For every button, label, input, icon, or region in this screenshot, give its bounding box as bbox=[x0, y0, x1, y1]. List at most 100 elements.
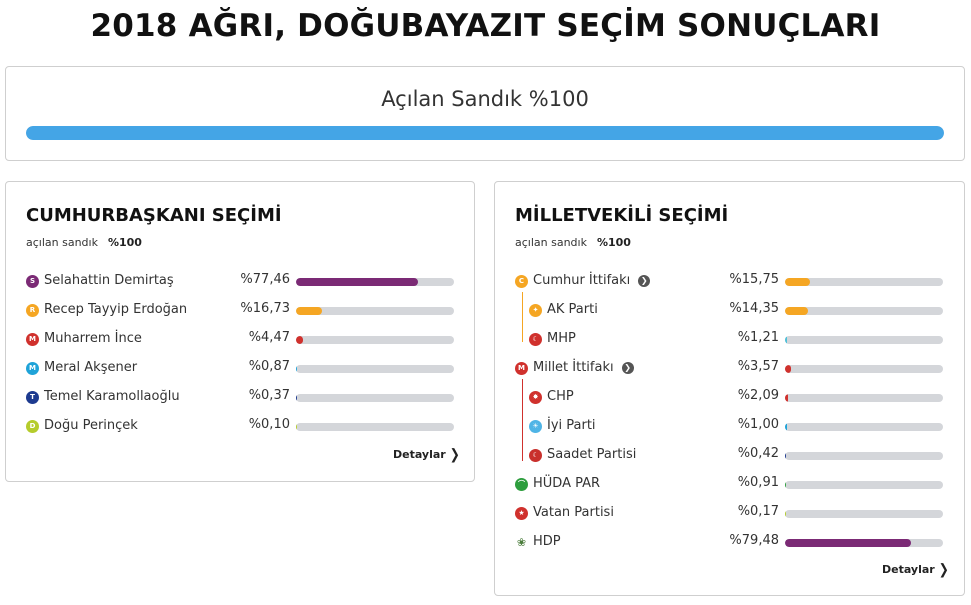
mhp-icon: ☾ bbox=[529, 333, 542, 346]
party-label: HDP bbox=[533, 534, 561, 549]
parliamentary-details-link[interactable]: Detaylar ❯ bbox=[882, 560, 949, 578]
party-vote-bar bbox=[785, 481, 943, 489]
candidate-percentage: %0,10 bbox=[248, 417, 290, 432]
opened-ballot-value: %100 bbox=[596, 236, 631, 249]
party-vote-bar bbox=[785, 365, 943, 373]
party-name: HDP bbox=[533, 534, 561, 549]
party-name: İyi Parti bbox=[547, 418, 596, 433]
candidate-percentage: %4,47 bbox=[248, 330, 290, 345]
vatan-icon: ★ bbox=[515, 507, 528, 520]
chevron-right-icon: ❯ bbox=[938, 560, 949, 578]
candidate-vote-bar-fill bbox=[296, 423, 297, 431]
candidate-name: Temel Karamollaoğlu bbox=[44, 389, 180, 404]
candidate-name: Doğu Perinçek bbox=[44, 418, 138, 433]
party-label: CHP bbox=[547, 389, 574, 404]
party-name: HÜDA PAR bbox=[533, 476, 601, 491]
party-vote-bar-fill bbox=[785, 452, 786, 460]
alliance-row-cumhur-ittifaki[interactable]: C Cumhur İttifakı ❯ %15,75 bbox=[515, 271, 945, 293]
cumhur-alliance-icon: C bbox=[515, 275, 528, 288]
candidate-percentage: %0,37 bbox=[248, 388, 290, 403]
party-label: HÜDA PAR bbox=[533, 476, 600, 491]
party-name: AK Parti bbox=[547, 302, 598, 317]
party-row-vatan-partisi: ★ Vatan Partisi %0,17 bbox=[515, 503, 945, 525]
candidate-row-selahattin-demirtas: S Selahattin Demirtaş %77,46 bbox=[26, 271, 456, 293]
presidential-opened-ballot: açılan sandık %100 bbox=[26, 236, 142, 249]
candidate-vote-bar-fill bbox=[296, 278, 419, 286]
candidate-badge-icon: M bbox=[26, 333, 39, 346]
candidate-badge-icon: R bbox=[26, 304, 39, 317]
chp-icon: ✸ bbox=[529, 391, 542, 404]
party-percentage: %14,35 bbox=[729, 301, 779, 316]
party-vote-bar-fill bbox=[785, 394, 789, 402]
candidate-row-muharrem-ince: M Muharrem İnce %4,47 bbox=[26, 329, 456, 351]
party-vote-bar-fill bbox=[785, 278, 810, 286]
candidate-name: Meral Akşener bbox=[44, 360, 138, 375]
presidential-title: CUMHURBAŞKANI SEÇİMİ bbox=[26, 205, 282, 226]
party-percentage: %15,75 bbox=[729, 272, 779, 287]
party-vote-bar-fill bbox=[785, 365, 791, 373]
candidate-badge-icon: D bbox=[26, 420, 39, 433]
party-percentage: %1,00 bbox=[737, 417, 779, 432]
candidate-vote-bar bbox=[296, 365, 454, 373]
party-row-iyi-parti: ☀ İyi Parti %1,00 bbox=[515, 416, 945, 438]
presidential-details-link[interactable]: Detaylar ❯ bbox=[393, 445, 460, 463]
candidate-vote-bar-fill bbox=[296, 394, 297, 402]
party-label: Vatan Partisi bbox=[533, 505, 614, 520]
party-row-huda-par: ⌒ HÜDA PAR %0,91 bbox=[515, 474, 945, 496]
expand-chevron-icon[interactable]: ❯ bbox=[638, 275, 651, 287]
party-name: MHP bbox=[547, 331, 576, 346]
party-name: CHP bbox=[547, 389, 574, 404]
party-vote-bar-fill bbox=[785, 307, 808, 315]
alliance-name: Cumhur İttifakı bbox=[533, 273, 631, 288]
details-label[interactable]: Detaylar bbox=[393, 448, 446, 461]
party-vote-bar-fill bbox=[785, 481, 787, 489]
alliance-row-millet-ittifaki[interactable]: M Millet İttifakı ❯ %3,57 bbox=[515, 358, 945, 380]
details-label[interactable]: Detaylar bbox=[882, 563, 935, 576]
party-label: Cumhur İttifakı ❯ bbox=[533, 273, 651, 288]
party-vote-bar bbox=[785, 539, 943, 547]
party-percentage: %79,48 bbox=[729, 533, 779, 548]
opened-ballot-progress bbox=[26, 126, 944, 140]
candidate-badge-icon: T bbox=[26, 391, 39, 404]
party-percentage: %2,09 bbox=[737, 388, 779, 403]
cumhur-alliance-connector bbox=[522, 292, 523, 342]
party-vote-bar bbox=[785, 307, 943, 315]
saadet-icon: ☾ bbox=[529, 449, 542, 462]
candidate-row-dogu-perincek: D Doğu Perinçek %0,10 bbox=[26, 416, 456, 438]
candidate-vote-bar bbox=[296, 278, 454, 286]
candidate-vote-bar bbox=[296, 394, 454, 402]
parliamentary-opened-ballot: açılan sandık %100 bbox=[515, 236, 631, 249]
opened-ballot-value: %100 bbox=[107, 236, 142, 249]
candidate-vote-bar bbox=[296, 336, 454, 344]
candidate-badge-icon: S bbox=[26, 275, 39, 288]
party-label: AK Parti bbox=[547, 302, 598, 317]
party-row-saadet-partisi: ☾ Saadet Partisi %0,42 bbox=[515, 445, 945, 467]
party-label: Saadet Partisi bbox=[547, 447, 636, 462]
party-vote-bar bbox=[785, 452, 943, 460]
candidate-row-temel-karamollaoglu: T Temel Karamollaoğlu %0,37 bbox=[26, 387, 456, 409]
candidate-vote-bar bbox=[296, 307, 454, 315]
candidate-name: Selahattin Demirtaş bbox=[44, 273, 174, 288]
party-percentage: %3,57 bbox=[737, 359, 779, 374]
candidate-vote-bar-fill bbox=[296, 365, 298, 373]
parliamentary-title: MİLLETVEKİLİ SEÇİMİ bbox=[515, 205, 729, 226]
candidate-percentage: %16,73 bbox=[240, 301, 290, 316]
party-vote-bar-fill bbox=[785, 423, 787, 431]
opened-ballot-text: açılan sandık bbox=[515, 236, 587, 249]
expand-chevron-icon[interactable]: ❯ bbox=[621, 362, 634, 374]
party-percentage: %0,42 bbox=[737, 446, 779, 461]
candidate-name: Muharrem İnce bbox=[44, 331, 142, 346]
iyi-parti-icon: ☀ bbox=[529, 420, 542, 433]
candidate-badge-icon: M bbox=[26, 362, 39, 375]
opened-ballot-label: Açılan Sandık %100 bbox=[381, 87, 589, 111]
candidate-vote-bar-fill bbox=[296, 336, 304, 344]
party-row-mhp: ☾ MHP %1,21 bbox=[515, 329, 945, 351]
candidate-vote-bar-fill bbox=[296, 307, 323, 315]
party-name: Vatan Partisi bbox=[533, 505, 614, 520]
party-vote-bar-fill bbox=[785, 539, 911, 547]
chevron-right-icon: ❯ bbox=[449, 445, 460, 463]
party-label: İyi Parti bbox=[547, 418, 596, 433]
party-vote-bar bbox=[785, 394, 943, 402]
party-row-chp: ✸ CHP %2,09 bbox=[515, 387, 945, 409]
